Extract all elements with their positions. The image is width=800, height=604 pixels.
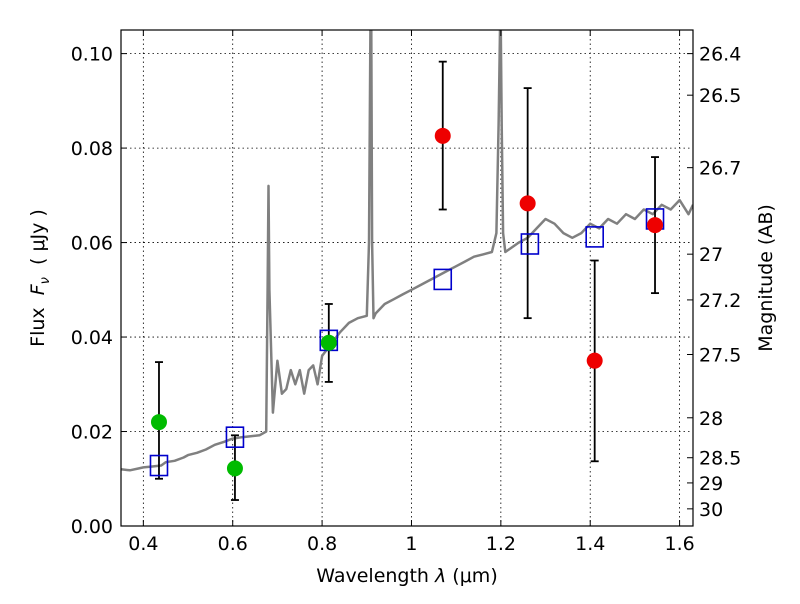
x-axis-label: Wavelength λ (μm) (316, 565, 497, 587)
data-point (150, 414, 167, 431)
y2-tick-label: 27.5 (699, 344, 741, 366)
data-point (519, 195, 536, 212)
marker-layer (149, 127, 665, 477)
y2-axis-label: Magnitude (AB) (755, 204, 777, 352)
y-tick-label: 0.02 (71, 422, 113, 444)
x-tick-label: 1.4 (575, 533, 605, 555)
y2-tick-label: 28 (699, 408, 723, 430)
y2-tick-label: 27 (699, 244, 723, 266)
y-tick-label: 0.04 (71, 327, 113, 349)
y-tick-label: 0.06 (71, 233, 113, 255)
model-photometry-square (585, 226, 604, 248)
y-axis-label: Flux Fν ( μJy ) (27, 209, 53, 347)
y-tick-label: 0.10 (71, 44, 113, 66)
y2-tick-label: 28.5 (699, 448, 741, 470)
x-tick-label: 0.4 (128, 533, 158, 555)
model-photometry-square (149, 454, 169, 477)
data-point (586, 352, 603, 369)
data-point (647, 217, 664, 234)
data-point (434, 127, 451, 144)
plot-background (121, 30, 693, 526)
x-tick-label: 1.2 (486, 533, 516, 555)
data-point (226, 460, 243, 477)
y2-tick-label: 26.5 (699, 85, 741, 107)
model-photometry-square (225, 426, 245, 448)
x-tick-label: 0.6 (218, 533, 248, 555)
model-photometry-square (433, 268, 453, 291)
model-photometry-square (520, 233, 540, 255)
y2-tick-label: 30 (699, 499, 723, 521)
x-tick-label: 0.8 (307, 533, 337, 555)
data-point (320, 334, 337, 351)
y2-tick-label: 29 (699, 473, 723, 495)
y-tick-label: 0.00 (71, 516, 113, 538)
ticks: 0.4 0.6 0.8 1 1.2 1.4 1.6 0.00 0.02 0.04 0.06 0.08 0… (71, 30, 741, 555)
y2-tick-label: 26.4 (699, 44, 741, 66)
y-tick-label: 0.08 (71, 138, 113, 160)
plot-frame (120, 29, 694, 527)
x-tick-label: 1 (405, 533, 417, 555)
y2-tick-label: 26.7 (699, 158, 741, 180)
x-tick-label: 1.6 (664, 533, 694, 555)
y2-tick-label: 27.2 (699, 290, 741, 312)
